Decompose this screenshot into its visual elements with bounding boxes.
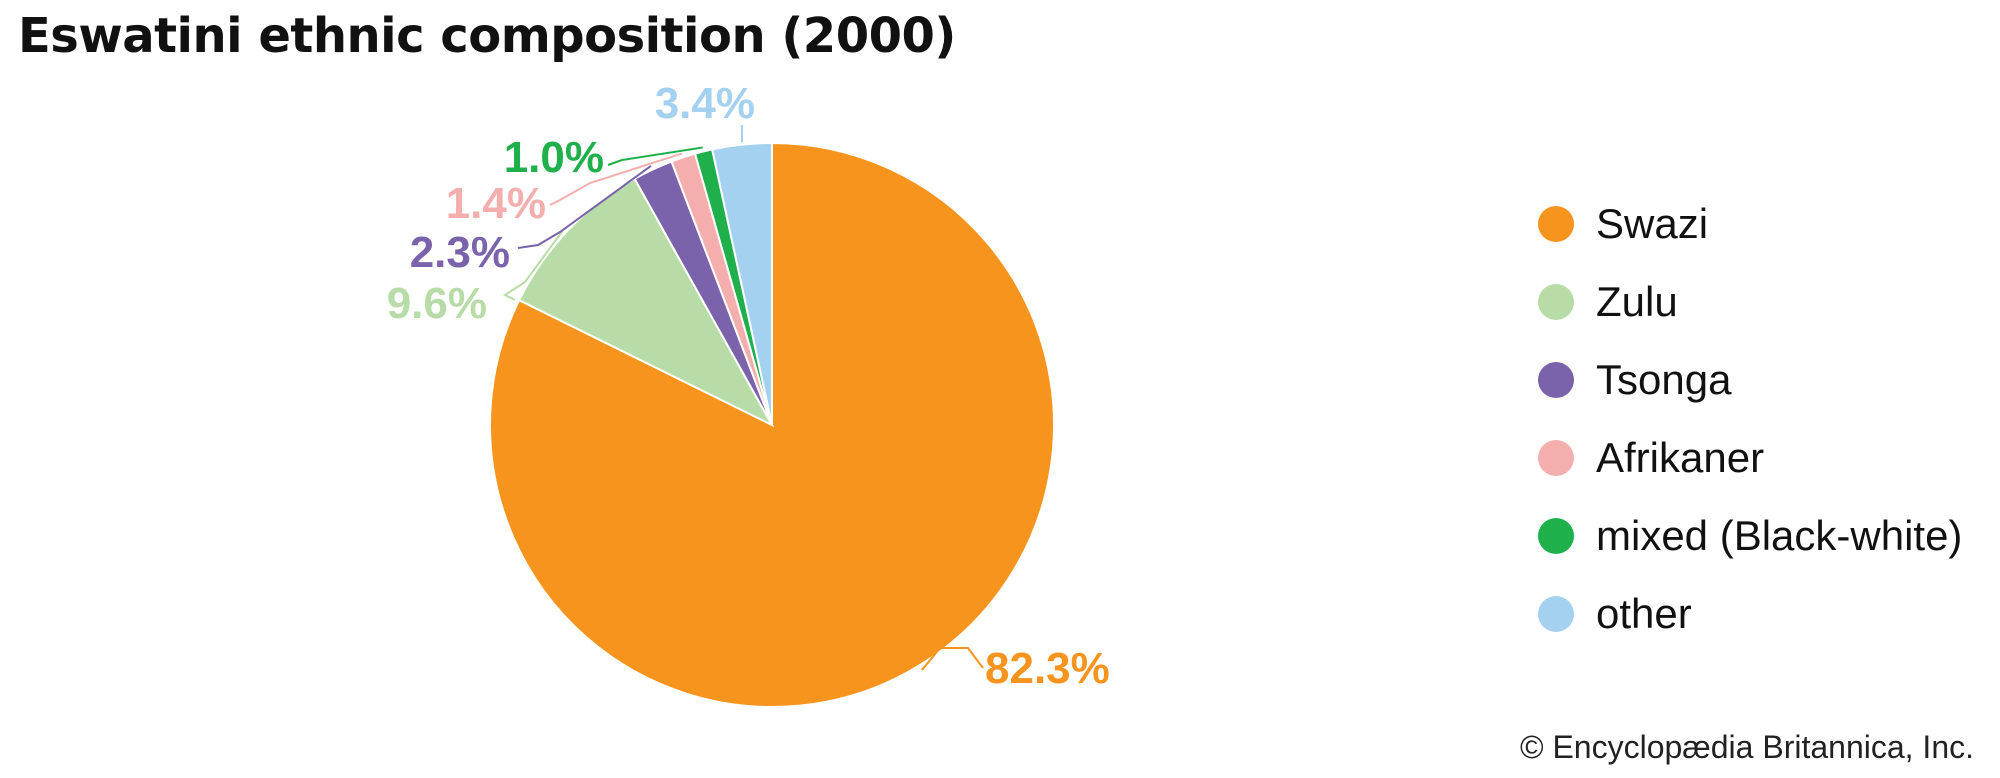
legend-swatch	[1538, 440, 1574, 476]
data-labels: 82.3% 9.6%2.3%1.4%1.0% 3.4%	[387, 79, 1110, 693]
data-label-2: 2.3%	[410, 228, 510, 277]
legend-label: other	[1596, 590, 1692, 637]
pie-slice-other	[711, 141, 773, 426]
leader-line-0	[921, 647, 984, 671]
legend-label: Swazi	[1596, 200, 1709, 247]
legend-swatch	[1538, 518, 1574, 554]
legend-label: Zulu	[1596, 278, 1678, 325]
copyright-credit: © Encyclopædia Britannica, Inc.	[1519, 729, 1974, 765]
legend-swatch	[1538, 284, 1574, 320]
data-label-0: 82.3%	[985, 644, 1110, 693]
legend-label: Afrikaner	[1596, 434, 1765, 481]
leader-line-4	[607, 146, 703, 166]
leader-line-2	[517, 165, 652, 249]
legend-label: Tsonga	[1596, 356, 1732, 403]
chart-title: Eswatini ethnic composition (2000)	[18, 8, 956, 64]
legend-swatch	[1538, 596, 1574, 632]
label-leader-lines	[502, 125, 984, 671]
leader-line-3	[549, 152, 683, 206]
data-label-1: 9.6%	[387, 279, 487, 328]
data-label-4: 1.0%	[504, 133, 604, 182]
legend-swatch	[1538, 362, 1574, 398]
leader-line-1	[502, 227, 566, 301]
data-label-3: 1.4%	[446, 179, 546, 228]
data-label-5: 3.4%	[655, 79, 755, 128]
pie-slices	[489, 141, 1055, 708]
legend-swatch	[1538, 206, 1574, 242]
legend-label: mixed (Black-white)	[1596, 512, 1963, 559]
